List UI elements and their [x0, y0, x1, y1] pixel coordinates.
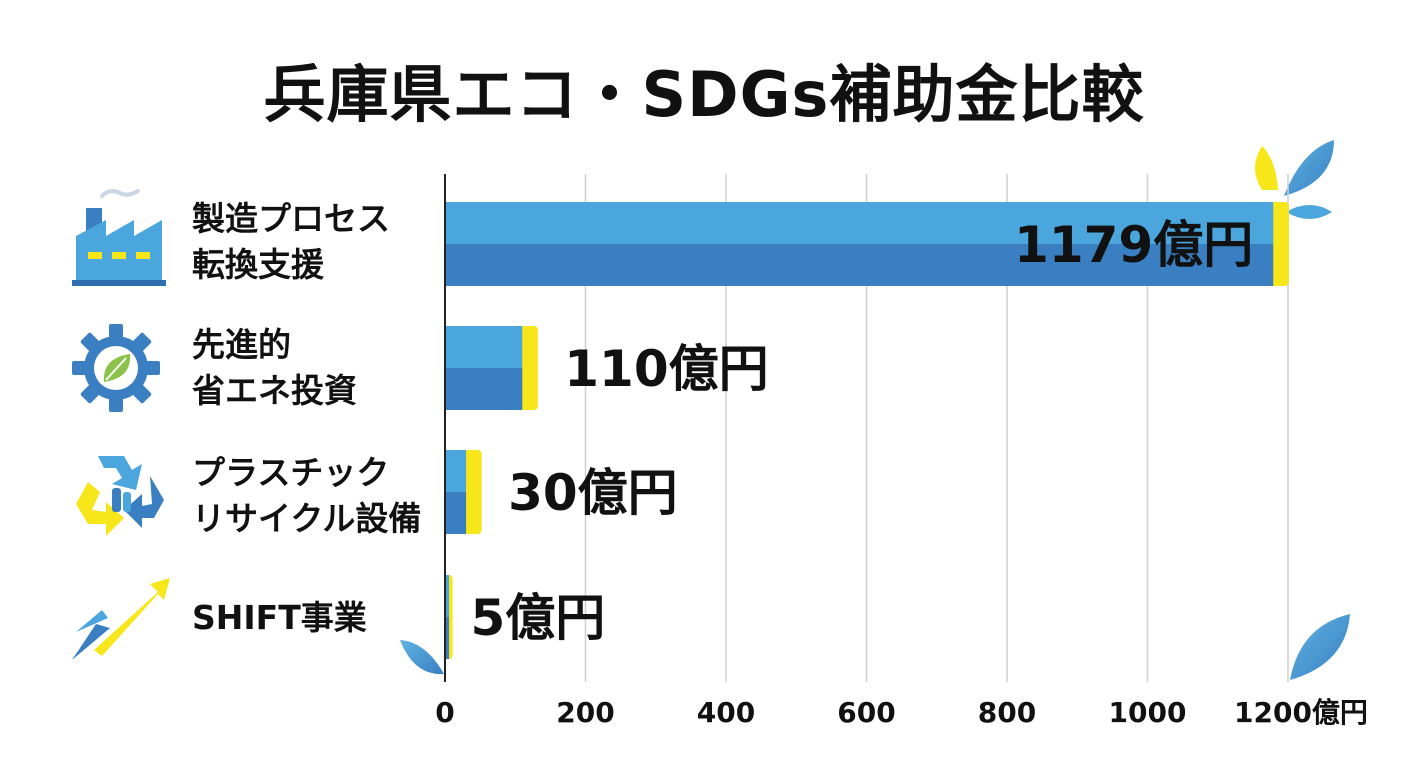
x-tick-label: 800 [978, 696, 1036, 729]
leaf-decoration-bottom-right [1290, 614, 1350, 680]
factory-icon [72, 189, 166, 286]
rocket-arrow-icon [72, 578, 170, 660]
category-label-process: 製造プロセス 転換支援 [192, 199, 390, 284]
bar-bottom [445, 368, 523, 410]
recycle-icon [76, 456, 164, 536]
x-tick-label: 1000 [1109, 696, 1187, 729]
value-label: 110億円 [564, 340, 768, 398]
bar-top [445, 575, 449, 617]
chart-title: 兵庫県エコ・SDGs補助金比較 [263, 58, 1145, 131]
bar-top [445, 326, 523, 368]
leaf-decoration-top [1255, 140, 1334, 219]
gear-leaf-icon [72, 324, 160, 412]
bar-bottom [445, 244, 1274, 286]
bar-bottom [445, 492, 467, 534]
bar [445, 450, 482, 534]
category-label-energy: 先進的 省エネ投資 [192, 325, 357, 410]
x-tick-label: 400 [697, 696, 755, 729]
category-label-plastic: プラスチック リサイクル設備 [192, 453, 422, 538]
leaf-decoration-bottom-left [400, 640, 444, 675]
x-tick-label: 1200億円 [1234, 696, 1368, 729]
category-label-shift: SHIFT事業 [192, 598, 367, 637]
x-tick-label: 200 [556, 696, 614, 729]
bar [445, 202, 1289, 286]
bar-top [445, 450, 467, 492]
value-label: 1179億円 [1014, 216, 1253, 274]
x-tick-label: 600 [837, 696, 895, 729]
x-tick-label: 0 [435, 696, 454, 729]
bar [445, 326, 538, 410]
bar-bottom [445, 617, 449, 659]
bar [445, 575, 453, 659]
value-label: 30億円 [508, 464, 678, 522]
value-label: 5億円 [471, 589, 606, 647]
bar-top [445, 202, 1274, 244]
